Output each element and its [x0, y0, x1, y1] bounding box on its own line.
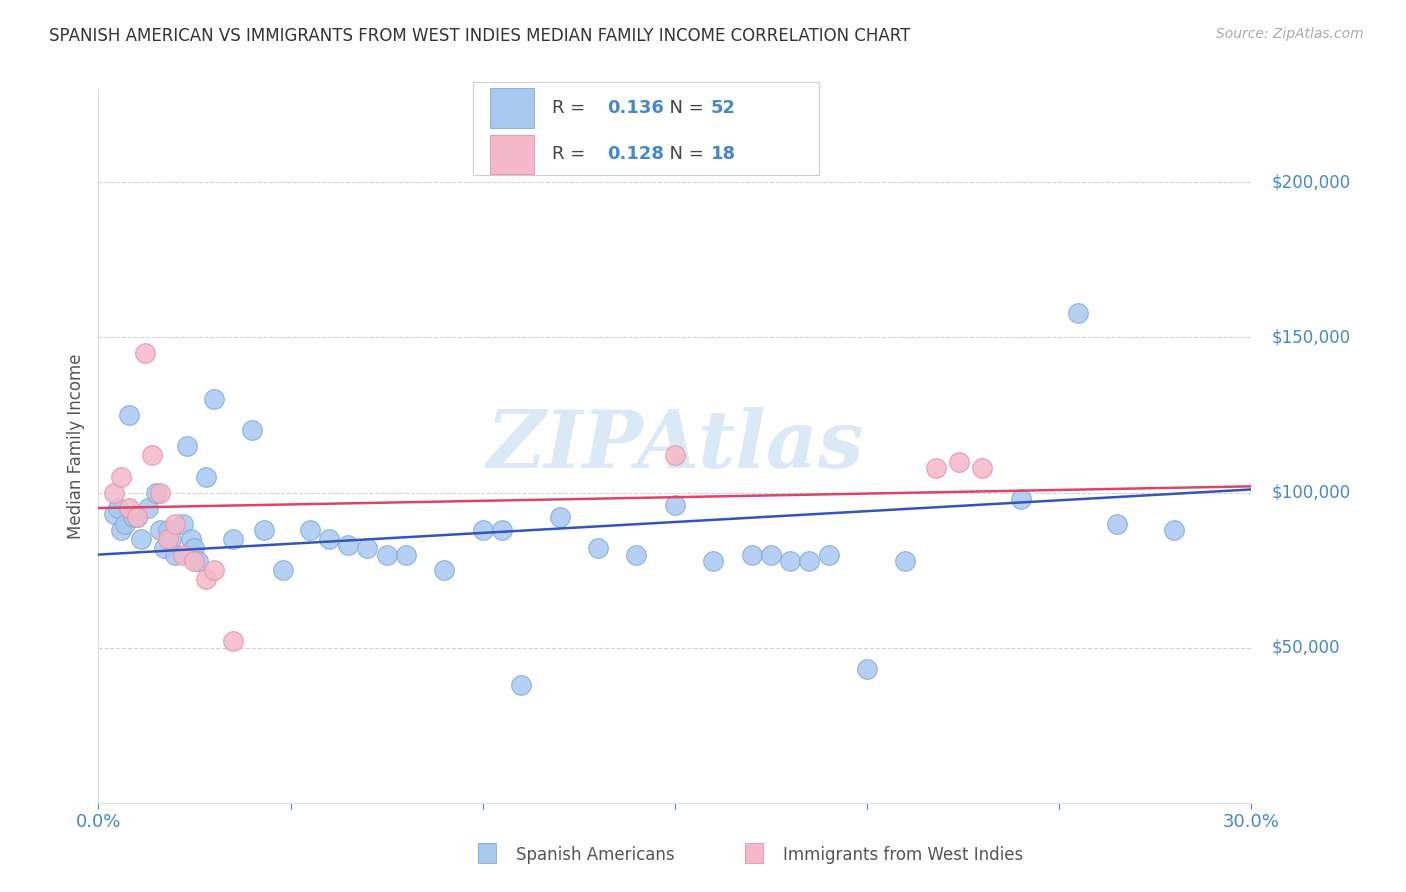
Point [1105, 516, 1128, 531]
Point [271, 563, 294, 577]
Point [183, 554, 205, 568]
Point [799, 554, 821, 568]
Point [626, 548, 648, 562]
Point [125, 510, 148, 524]
Point [129, 532, 152, 546]
Text: 0.128: 0.128 [607, 145, 664, 163]
Point [298, 523, 321, 537]
Point [172, 516, 194, 531]
Text: 18: 18 [710, 145, 735, 163]
Bar [472, 82, 818, 175]
Text: N =: N = [658, 145, 709, 163]
Point [779, 554, 801, 568]
Text: ZIPAtlas: ZIPAtlas [486, 408, 863, 484]
Point [165, 516, 187, 531]
Point [107, 501, 129, 516]
Point [1067, 305, 1090, 319]
Point [375, 548, 398, 562]
Point [664, 498, 686, 512]
Point [103, 485, 125, 500]
Bar [491, 135, 534, 174]
Point [433, 563, 456, 577]
Point [176, 439, 198, 453]
Point [110, 470, 132, 484]
Text: SPANISH AMERICAN VS IMMIGRANTS FROM WEST INDIES MEDIAN FAMILY INCOME CORRELATION: SPANISH AMERICAN VS IMMIGRANTS FROM WEST… [49, 27, 911, 45]
Text: $100,000: $100,000 [1271, 483, 1350, 501]
Point [141, 448, 163, 462]
Point [222, 532, 245, 546]
Point [187, 554, 209, 568]
Text: R =: R = [551, 145, 591, 163]
Point [395, 548, 418, 562]
Point [118, 408, 141, 422]
Point [253, 523, 276, 537]
Point [202, 563, 225, 577]
Point [122, 510, 145, 524]
Point [156, 532, 179, 546]
Point [172, 548, 194, 562]
Point [586, 541, 609, 556]
Point [149, 485, 172, 500]
Point [145, 485, 167, 500]
Text: $150,000: $150,000 [1271, 328, 1350, 346]
Text: Source: ZipAtlas.com: Source: ZipAtlas.com [1216, 27, 1364, 41]
Point [195, 470, 218, 484]
Text: N =: N = [658, 99, 709, 117]
Point [548, 510, 571, 524]
Point [491, 523, 513, 537]
Point [152, 541, 174, 556]
Point [222, 634, 245, 648]
Point [118, 501, 141, 516]
Text: 52: 52 [710, 99, 735, 117]
Point [318, 532, 340, 546]
Point [1010, 491, 1032, 506]
Point [702, 554, 724, 568]
Point [160, 532, 183, 546]
Point [1163, 523, 1185, 537]
Point [125, 510, 148, 524]
Point [149, 523, 172, 537]
Text: $200,000: $200,000 [1271, 173, 1350, 191]
Y-axis label: Median Family Income: Median Family Income [67, 353, 86, 539]
Point [856, 662, 879, 676]
Point [202, 392, 225, 407]
Point [195, 573, 218, 587]
Point [356, 541, 378, 556]
Point [240, 424, 263, 438]
Point [471, 523, 494, 537]
Point [664, 448, 686, 462]
Text: Spanish Americans: Spanish Americans [516, 846, 675, 863]
Point [741, 548, 763, 562]
Point [759, 548, 782, 562]
Point [510, 678, 533, 692]
Point [103, 508, 125, 522]
Point [114, 516, 136, 531]
Text: R =: R = [551, 99, 591, 117]
Text: $50,000: $50,000 [1271, 639, 1340, 657]
Point [156, 523, 179, 537]
Point [138, 501, 160, 516]
Point [110, 523, 132, 537]
Point [183, 541, 205, 556]
Point [165, 548, 187, 562]
Point [817, 548, 839, 562]
Point [180, 532, 202, 546]
Text: Immigrants from West Indies: Immigrants from West Indies [783, 846, 1024, 863]
Point [925, 460, 948, 475]
Point [134, 346, 156, 360]
Text: 0.136: 0.136 [607, 99, 664, 117]
Point [948, 454, 970, 468]
Bar [491, 88, 534, 128]
Point [337, 538, 360, 552]
Point [972, 460, 994, 475]
Point [894, 554, 917, 568]
